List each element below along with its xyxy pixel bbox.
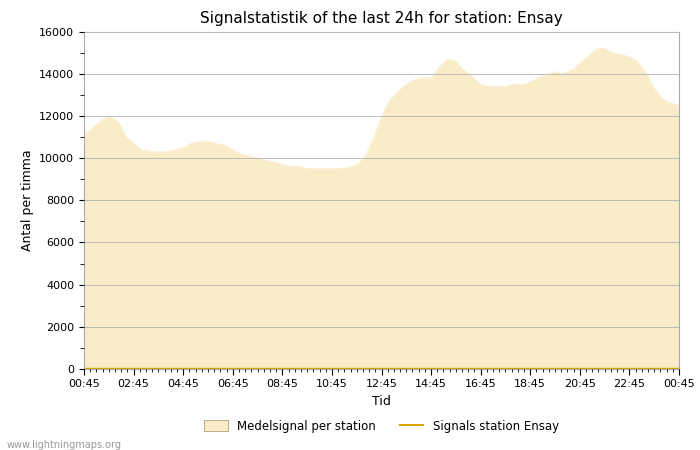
- Legend: Medelsignal per station, Signals station Ensay: Medelsignal per station, Signals station…: [199, 415, 564, 437]
- Text: www.lightningmaps.org: www.lightningmaps.org: [7, 440, 122, 450]
- X-axis label: Tid: Tid: [372, 395, 391, 408]
- Title: Signalstatistik of the last 24h for station: Ensay: Signalstatistik of the last 24h for stat…: [200, 11, 563, 26]
- Y-axis label: Antal per timma: Antal per timma: [20, 149, 34, 251]
